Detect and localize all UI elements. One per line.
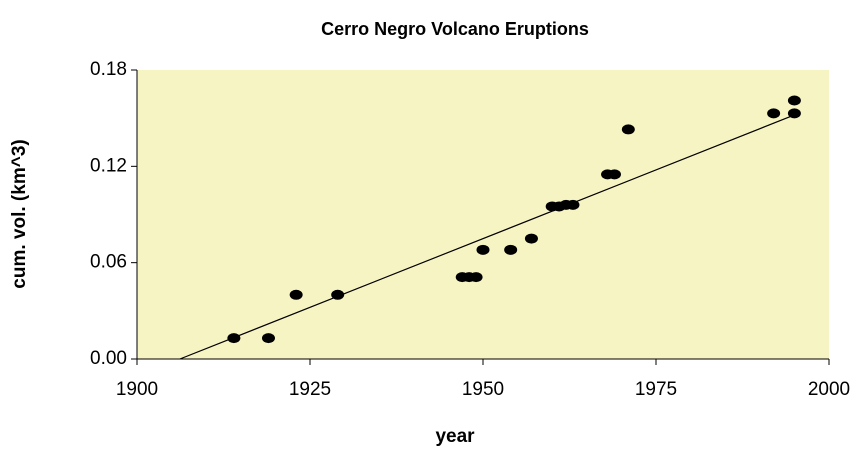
point: [787, 95, 801, 106]
point: [566, 199, 580, 210]
point: [227, 333, 241, 344]
point: [331, 289, 345, 300]
point: [767, 108, 781, 119]
x-axis-title: year: [435, 426, 475, 447]
plot-area: [137, 70, 829, 359]
chart-title: Cerro Negro Volcano Eruptions: [321, 19, 589, 39]
point: [469, 272, 483, 283]
x-tick-label: 1950: [462, 379, 504, 400]
point: [607, 169, 621, 180]
x-tick-label: 2000: [808, 379, 850, 400]
point: [289, 289, 303, 300]
x-tick-label: 1900: [116, 379, 158, 400]
y-tick-label: 0.18: [90, 59, 127, 80]
point: [524, 233, 538, 244]
point: [504, 244, 518, 255]
y-tick-label: 0.06: [90, 252, 127, 273]
point: [476, 244, 490, 255]
y-axis-title: cum. vol. (km^3): [9, 139, 30, 288]
y-tick-label: 0.12: [90, 155, 127, 176]
x-tick-label: 1975: [635, 379, 677, 400]
trendline: [179, 114, 795, 360]
point: [261, 333, 275, 344]
point: [621, 124, 635, 135]
x-tick-label: 1925: [289, 379, 331, 400]
point: [787, 108, 801, 119]
y-tick-label: 0.00: [90, 348, 127, 369]
